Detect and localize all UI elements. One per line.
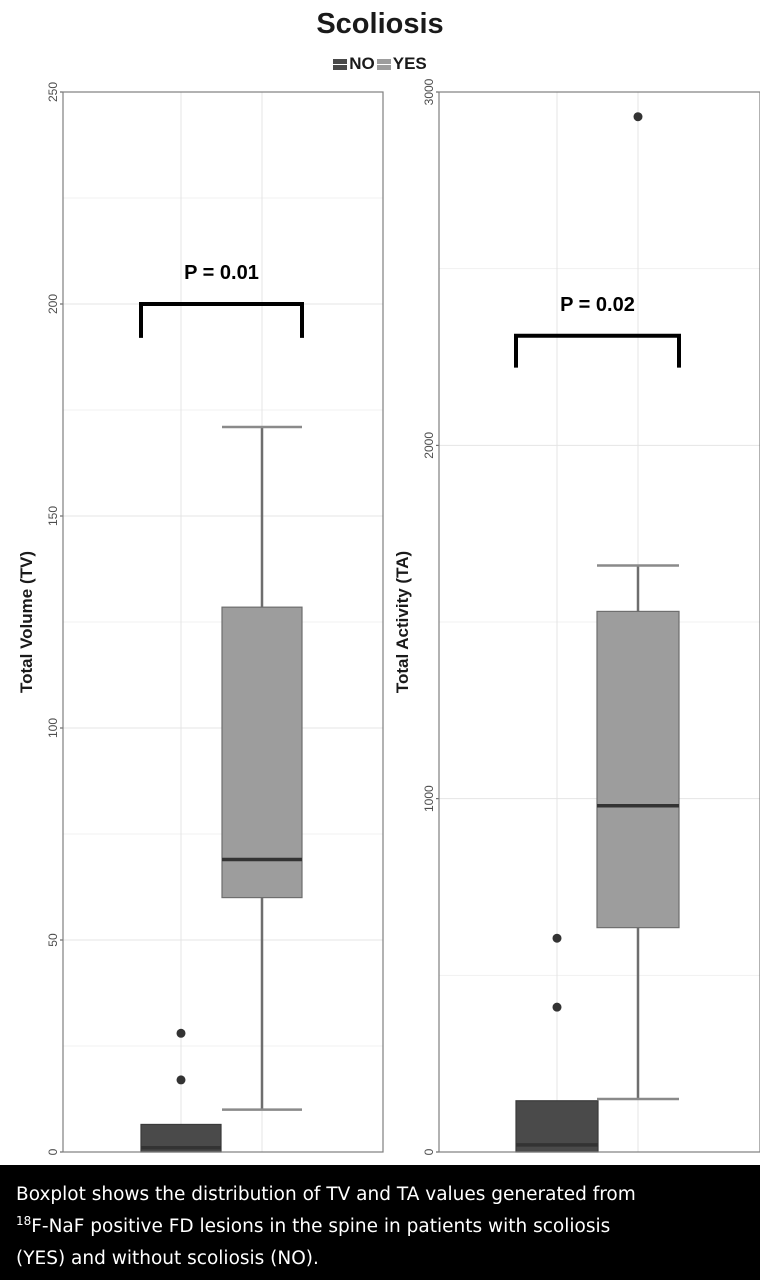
- figure: Scoliosis NO YES 0 50 100 150 200 250 Total Vo…: [0, 8, 760, 1155]
- panel-1: 0 50 100 150 200 250 Total Volume (TV) P = 0.01: [17, 82, 384, 1155]
- y-tick-label: 50: [46, 933, 60, 947]
- caption-line-1: Boxplot shows the distribution of TV and…: [16, 1184, 636, 1205]
- y-tick-label: 0: [46, 1148, 60, 1155]
- legend-item-no: NO: [333, 54, 375, 74]
- caption-superscript: 18: [16, 1213, 32, 1228]
- plot-border: [62, 91, 384, 1153]
- box-yes: [221, 425, 303, 1111]
- box-no: [515, 933, 599, 1153]
- legend-swatch-yes: [376, 58, 391, 70]
- legend-label-no: NO: [349, 54, 375, 73]
- p-value-label: P = 0.02: [560, 294, 635, 316]
- legend-label-yes: YES: [392, 54, 427, 73]
- y-tick-label: 1000: [422, 785, 436, 812]
- outlier-point: [633, 112, 643, 122]
- y-tick-label: 2000: [422, 432, 436, 459]
- chart-title: Scoliosis: [316, 8, 444, 40]
- plot-border: [438, 91, 760, 1153]
- significance-bracket: [139, 302, 304, 338]
- p-value-label: P = 0.01: [184, 262, 259, 284]
- box-body: [221, 606, 303, 899]
- caption-line-2-text: F-NaF positive FD lesions in the spine i…: [31, 1216, 611, 1237]
- y-tick-label: 100: [46, 718, 60, 738]
- y-tick-label: 0: [422, 1148, 436, 1155]
- panel-2: 0 1000 2000 3000 Total Activity (TA) P = 0.02: [393, 78, 760, 1155]
- legend: NO YES: [0, 54, 760, 74]
- outlier-point: [552, 933, 562, 943]
- significance-bracket: [514, 333, 681, 368]
- caption-line-2: 18F-NaF positive FD lesions in the spine…: [16, 1211, 744, 1243]
- box-yes: [596, 112, 680, 1101]
- box-body: [596, 610, 680, 929]
- y-axis-label: Total Activity (TA): [393, 551, 412, 693]
- outlier-point: [552, 1002, 562, 1012]
- legend-swatch-no: [333, 58, 348, 70]
- y-tick-label: 150: [46, 506, 60, 526]
- outlier-point: [176, 1028, 186, 1038]
- chart-svg: 0 50 100 150 200 250 Total Volume (TV) P = 0.01…: [17, 78, 760, 1155]
- legend-item-yes: YES: [376, 54, 427, 74]
- caption-line-3: (YES) and without scoliosis (NO).: [16, 1248, 319, 1269]
- y-axis-label: Total Volume (TV): [17, 551, 36, 693]
- caption: Boxplot shows the distribution of TV and…: [0, 1165, 760, 1280]
- y-tick-label: 250: [46, 82, 60, 102]
- y-tick-label: 200: [46, 294, 60, 314]
- outlier-point: [176, 1075, 186, 1085]
- y-tick-label: 3000: [422, 78, 436, 105]
